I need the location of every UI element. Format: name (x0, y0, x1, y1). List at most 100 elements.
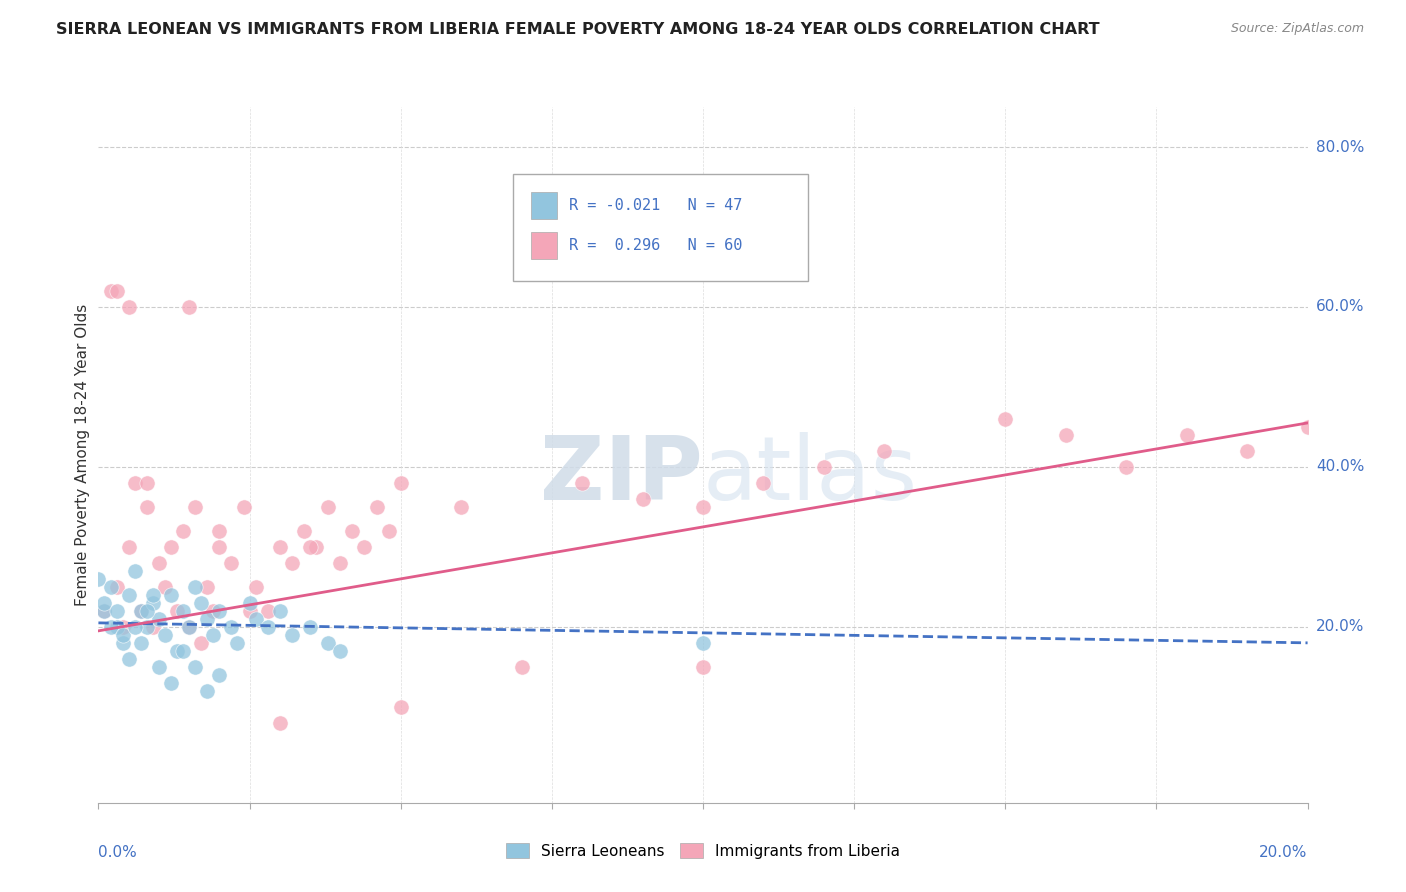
Point (994, 412, 1017, 426)
Point (177, 300, 201, 314)
Point (118, 300, 141, 314)
Point (190, 596, 212, 610)
Point (129, 604, 152, 618)
Point (226, 636, 249, 650)
Point (692, 500, 714, 514)
Point (111, 620, 134, 634)
Point (752, 475, 775, 490)
Point (124, 620, 146, 634)
Point (135, 604, 157, 618)
Point (208, 524, 231, 538)
Point (172, 604, 194, 618)
Point (281, 556, 304, 570)
Point (124, 564, 146, 578)
Point (93, 604, 115, 618)
Point (329, 644, 352, 658)
Point (202, 628, 225, 642)
Point (208, 668, 231, 682)
Text: 80.0%: 80.0% (1316, 139, 1364, 154)
Text: SIERRA LEONEAN VS IMMIGRANTS FROM LIBERIA FEMALE POVERTY AMONG 18-24 YEAR OLDS C: SIERRA LEONEAN VS IMMIGRANTS FROM LIBERI… (56, 22, 1099, 37)
Point (172, 644, 194, 658)
Point (510, 660, 533, 674)
Point (269, 604, 291, 618)
Point (1175, 428, 1198, 442)
Point (100, 620, 122, 634)
Text: 40.0%: 40.0% (1316, 459, 1364, 475)
Point (135, 475, 157, 490)
Point (166, 644, 188, 658)
Point (195, 580, 218, 594)
Point (93, 596, 115, 610)
Point (1115, 459, 1137, 474)
Text: 60.0%: 60.0% (1316, 300, 1364, 315)
Point (105, 604, 128, 618)
Point (366, 500, 388, 514)
Text: 20.0%: 20.0% (1260, 845, 1308, 860)
Point (93, 604, 115, 618)
Point (299, 540, 322, 554)
Point (232, 500, 254, 514)
Point (239, 604, 262, 618)
Text: 20.0%: 20.0% (1316, 619, 1364, 634)
Point (135, 620, 157, 634)
Point (148, 556, 170, 570)
Point (389, 699, 412, 714)
Point (239, 596, 262, 610)
Point (129, 604, 152, 618)
Point (118, 652, 141, 666)
Point (166, 604, 188, 618)
Point (316, 636, 339, 650)
Point (177, 620, 201, 634)
Point (269, 540, 291, 554)
Point (202, 604, 225, 618)
Text: R =  0.296   N = 60: R = 0.296 N = 60 (569, 238, 742, 252)
Point (813, 459, 835, 474)
Point (105, 620, 128, 634)
Point (245, 612, 267, 626)
Point (129, 636, 152, 650)
Point (153, 580, 176, 594)
Point (105, 284, 128, 298)
Point (184, 580, 207, 594)
Point (208, 604, 231, 618)
Point (142, 596, 165, 610)
Point (256, 604, 278, 618)
Point (305, 540, 328, 554)
Point (184, 660, 207, 674)
Point (221, 556, 243, 570)
Point (389, 475, 412, 490)
Point (142, 620, 165, 634)
Point (221, 620, 243, 634)
Text: 0.0%: 0.0% (98, 845, 138, 860)
Point (111, 636, 134, 650)
Point (269, 715, 291, 730)
Point (342, 524, 364, 538)
Point (118, 540, 141, 554)
Point (142, 588, 165, 602)
Point (100, 580, 122, 594)
Point (160, 588, 183, 602)
Point (631, 491, 654, 506)
Point (148, 660, 170, 674)
Point (316, 500, 339, 514)
Point (281, 628, 304, 642)
Point (153, 628, 176, 642)
Point (692, 660, 714, 674)
Text: Source: ZipAtlas.com: Source: ZipAtlas.com (1230, 22, 1364, 36)
Point (692, 636, 714, 650)
Point (329, 556, 352, 570)
Point (873, 444, 896, 458)
Legend: Sierra Leoneans, Immigrants from Liberia: Sierra Leoneans, Immigrants from Liberia (501, 837, 905, 864)
Point (256, 620, 278, 634)
Point (184, 500, 207, 514)
Point (510, 204, 533, 219)
Point (148, 612, 170, 626)
Point (1296, 420, 1319, 434)
Point (87, 572, 110, 586)
Point (245, 580, 267, 594)
Point (1236, 444, 1258, 458)
Point (135, 500, 157, 514)
Point (195, 612, 218, 626)
Point (299, 620, 322, 634)
Point (105, 580, 128, 594)
